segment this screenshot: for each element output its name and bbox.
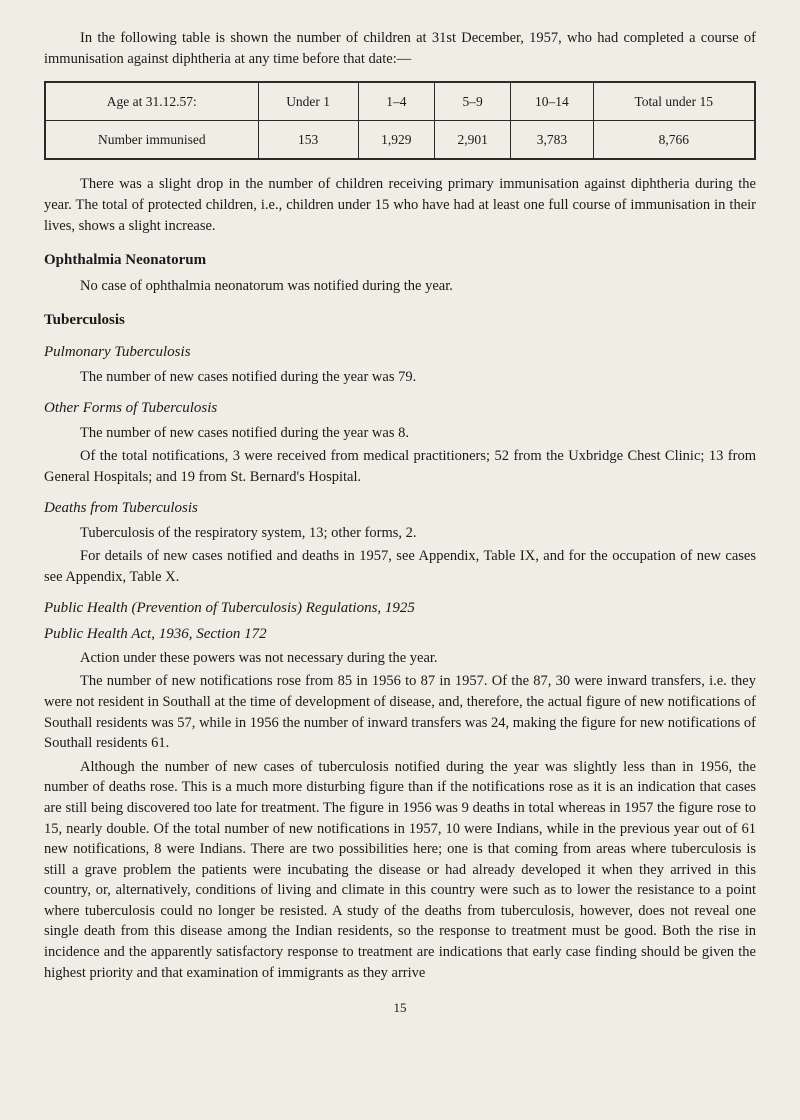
cell-under1: 153	[258, 121, 358, 160]
header-under1: Under 1	[258, 82, 358, 121]
public-health-p2: The number of new notifications rose fro…	[44, 671, 756, 753]
header-10-14: 10–14	[511, 82, 593, 121]
heading-tuberculosis: Tuberculosis	[44, 310, 756, 331]
heading-public-health-1: Public Health (Prevention of Tuberculosi…	[44, 598, 756, 619]
cell-label: Number immunised	[45, 121, 258, 160]
document-page: In the following table is shown the numb…	[0, 0, 800, 1038]
other-forms-p1: The number of new cases notified during …	[44, 423, 756, 444]
intro-paragraph: In the following table is shown the numb…	[44, 28, 756, 69]
cell-1-4: 1,929	[358, 121, 434, 160]
cell-total: 8,766	[593, 121, 755, 160]
deaths-p1: Tuberculosis of the respiratory system, …	[44, 523, 756, 544]
other-forms-p2: Of the total notifications, 3 were recei…	[44, 446, 756, 487]
table-header-row: Age at 31.12.57: Under 1 1–4 5–9 10–14 T…	[45, 82, 755, 121]
para-after-table: There was a slight drop in the number of…	[44, 174, 756, 236]
heading-deaths: Deaths from Tuberculosis	[44, 498, 756, 519]
deaths-p2: For details of new cases notified and de…	[44, 546, 756, 587]
heading-public-health-2: Public Health Act, 1936, Section 172	[44, 624, 756, 645]
header-5-9: 5–9	[434, 82, 510, 121]
cell-10-14: 3,783	[511, 121, 593, 160]
ophthalmia-p1: No case of ophthalmia neonatorum was not…	[44, 276, 756, 297]
pulmonary-p1: The number of new cases notified during …	[44, 367, 756, 388]
heading-other-forms: Other Forms of Tuberculosis	[44, 398, 756, 419]
table-row: Number immunised 153 1,929 2,901 3,783 8…	[45, 121, 755, 160]
immunisation-table: Age at 31.12.57: Under 1 1–4 5–9 10–14 T…	[44, 81, 756, 160]
public-health-p1: Action under these powers was not necess…	[44, 648, 756, 669]
heading-pulmonary: Pulmonary Tuberculosis	[44, 342, 756, 363]
heading-ophthalmia: Ophthalmia Neonatorum	[44, 250, 756, 271]
public-health-p3: Although the number of new cases of tube…	[44, 757, 756, 983]
page-number: 15	[44, 999, 756, 1017]
header-age: Age at 31.12.57:	[45, 82, 258, 121]
header-total: Total under 15	[593, 82, 755, 121]
header-1-4: 1–4	[358, 82, 434, 121]
cell-5-9: 2,901	[434, 121, 510, 160]
